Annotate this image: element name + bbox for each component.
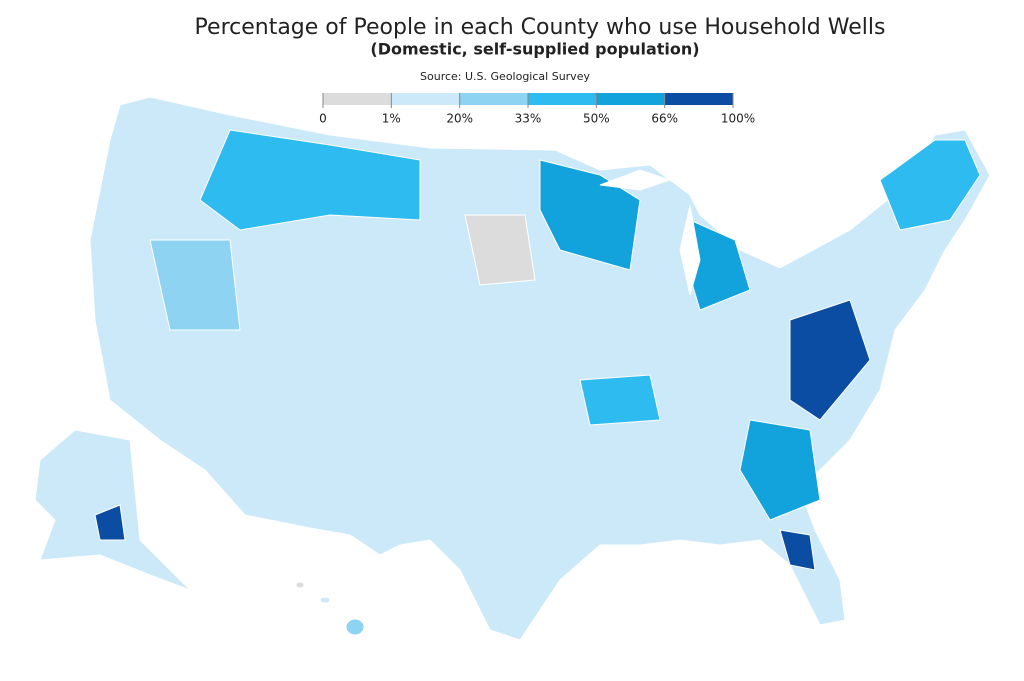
- region-patch: [539, 159, 641, 271]
- hawaii: [345, 618, 365, 636]
- legend-swatch: [323, 93, 392, 105]
- legend: 0 1% 20% 33% 50% 66% 100%: [319, 93, 755, 126]
- region-patch: [739, 419, 821, 521]
- lake: [599, 169, 701, 296]
- title: Percentage of People in each County who …: [195, 15, 886, 40]
- legend-label: 1%: [382, 112, 401, 126]
- hawaii: [295, 581, 305, 589]
- legend-label: 66%: [651, 112, 678, 126]
- legend-swatch: [459, 93, 528, 105]
- subtitle: (Domestic, self-supplied population): [370, 40, 699, 59]
- map: [34, 96, 991, 641]
- legend-label: 50%: [583, 112, 610, 126]
- region-patch: [879, 139, 981, 231]
- region-patch: [149, 239, 241, 331]
- legend-label: 20%: [446, 112, 473, 126]
- region-patch: [789, 299, 871, 421]
- legend-label: 0: [319, 112, 327, 126]
- region-patch: [779, 529, 816, 571]
- source: Source: U.S. Geological Survey: [420, 70, 590, 83]
- region-patch: [464, 214, 536, 286]
- legend-swatch: [391, 93, 460, 105]
- region-patch: [94, 504, 126, 541]
- region-patch: [199, 129, 421, 231]
- region-patch: [579, 374, 661, 426]
- legend-swatch: [528, 93, 597, 105]
- legend-swatch: [664, 93, 733, 105]
- legend-swatch: [596, 93, 665, 105]
- legend-label: 100%: [721, 112, 755, 126]
- legend-label: 33%: [515, 112, 542, 126]
- hawaii: [319, 596, 331, 604]
